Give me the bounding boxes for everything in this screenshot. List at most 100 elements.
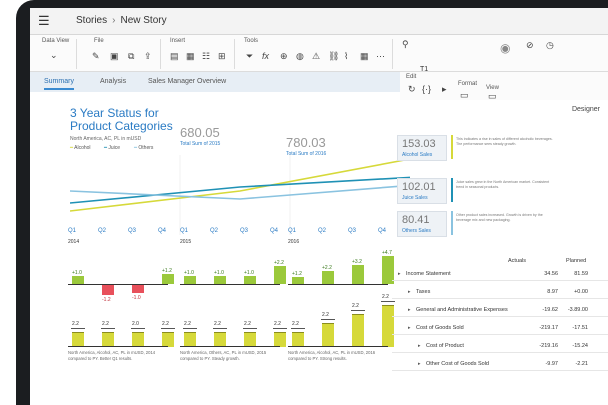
actual-bar: [292, 332, 304, 347]
chart-insert-icon[interactable]: ▤: [170, 51, 179, 61]
expand-triangle-icon[interactable]: ▸: [418, 361, 421, 367]
chevron-down-icon[interactable]: ⌄: [50, 50, 58, 60]
table-row[interactable]: ▸ Other Cost of Goods Sold -9.97 -2.21: [392, 358, 608, 371]
actual-value: 2.2: [184, 321, 191, 327]
variance-bar: [244, 276, 256, 284]
data-view-label[interactable]: Data View: [42, 38, 70, 44]
divider: [392, 39, 393, 69]
notification-icon[interactable]: ⊘: [526, 40, 534, 50]
tab-sales-manager-overview[interactable]: Sales Manager Overview: [148, 78, 227, 85]
more-tools-icon[interactable]: ⋯: [376, 51, 385, 61]
kpi-juice-sales[interactable]: 102.01 Juice Sales: [397, 178, 447, 204]
row-label: Income Statement: [406, 271, 451, 277]
share-icon[interactable]: ⇪: [144, 51, 152, 61]
actual-bar: [214, 332, 226, 347]
prior-year-marker: [213, 328, 227, 329]
quarter-label: Q1: [180, 228, 189, 234]
table-row[interactable]: ▸ Cost of Product -219.16 -15.24: [392, 340, 608, 353]
divider: [76, 39, 77, 69]
kpi-accent-bar: [451, 178, 453, 202]
variance-panel[interactable]: Q1 Q2 Q3 Q4 2014 +1.0 -1.2 -1.0 +1.2 2.2 2.2 2.0 2.2…: [68, 228, 175, 368]
row-actual: -219.17: [539, 325, 558, 331]
insert-group-label: Insert: [170, 38, 186, 44]
chart-line-icon[interactable]: ⌇: [344, 51, 349, 61]
designer-mode-label[interactable]: Designer: [571, 106, 600, 113]
grid-icon[interactable]: ▦: [360, 51, 369, 61]
tab-summary[interactable]: Summary: [44, 78, 74, 90]
variance-bar: [72, 276, 84, 284]
view-icon[interactable]: ▭: [488, 91, 497, 101]
actual-bar: [352, 314, 364, 347]
row-actual: -19.62: [542, 307, 558, 313]
search-icon[interactable]: ⚲: [402, 39, 409, 49]
series-line-others: [70, 184, 411, 200]
table-row[interactable]: ▸ Taxes 8.97 +0.00: [392, 286, 608, 299]
story-canvas: 3 Year Status for Product Categories Nor…: [30, 93, 608, 405]
variance-panel[interactable]: Q1 Q2 Q3 Q4 2015 +1.0 +1.0 +1.0 +2.2 2.2 2.2 2.2 2.2…: [180, 228, 287, 368]
total-2016-value: 780.03: [286, 135, 326, 150]
variance-value: +1.2: [162, 268, 172, 275]
hamburger-menu-icon[interactable]: ☰: [38, 13, 50, 28]
variance-value: +2.2: [274, 260, 284, 267]
formula-icon[interactable]: fx: [262, 51, 270, 61]
total-2015-value: 680.05: [180, 125, 220, 140]
tab-analysis[interactable]: Analysis: [100, 78, 127, 85]
quarter-label: Q2: [98, 228, 107, 234]
row-planned: -2.21: [575, 361, 588, 367]
variance-bar: [184, 276, 196, 284]
row-actual: -219.16: [539, 343, 558, 349]
kpi-others-sales[interactable]: 80.41 Others Sales: [397, 211, 447, 237]
variance-panel[interactable]: Q1 Q2 Q3 Q4 2016 +1.2 +2.2 +3.2 +4.7 2.2 2.2 2.2 2.2…: [288, 228, 395, 368]
copy-icon[interactable]: ⧉: [128, 51, 135, 61]
prior-year-marker: [381, 301, 395, 302]
actual-value: 2.2: [382, 294, 389, 300]
quarter-label: Q4: [158, 228, 167, 234]
expand-triangle-icon[interactable]: ▸: [408, 307, 411, 313]
variance-value: +2.2: [322, 264, 332, 271]
triangle-icon[interactable]: ⚠: [312, 51, 321, 61]
play-icon[interactable]: ▸: [442, 84, 447, 94]
text-insert-icon[interactable]: ⊞: [218, 51, 226, 61]
prior-year-marker: [131, 328, 145, 329]
expand-triangle-icon[interactable]: ▸: [398, 271, 401, 277]
table-row[interactable]: ▸ Income Statement 34.56 81.59: [392, 268, 608, 281]
link-icon[interactable]: ⛓: [328, 51, 340, 61]
legend-label: Alcohol: [74, 145, 91, 151]
table-insert-icon[interactable]: ▦: [186, 51, 195, 61]
row-label: Cost of Product: [426, 343, 464, 349]
calculation-icon[interactable]: ⊕: [280, 51, 288, 61]
conditional-format-icon[interactable]: ◍: [296, 51, 304, 61]
actual-bar: [382, 305, 394, 347]
kpi-alcohol-sales[interactable]: 153.03 Alcohol Sales: [397, 135, 447, 161]
variance-value: +1.0: [214, 270, 224, 276]
expand-triangle-icon[interactable]: ▸: [408, 289, 411, 295]
kpi-label: Juice Sales: [402, 195, 428, 201]
kpi-commentary: Other product sales increased. Growth is…: [456, 213, 543, 222]
prior-year-marker: [273, 328, 287, 329]
table-row[interactable]: ▸ General and Administrative Expenses -19.…: [392, 304, 608, 317]
variance-bar: [274, 266, 286, 284]
variance-value: +3.2: [352, 258, 362, 265]
filter-insert-icon[interactable]: ☷: [202, 51, 211, 61]
expand-triangle-icon[interactable]: ▸: [418, 343, 421, 349]
refresh-icon[interactable]: ↻: [408, 84, 416, 94]
style-icon[interactable]: ▭: [460, 90, 469, 100]
format-group-label: Format: [458, 81, 478, 87]
edit-pencil-icon[interactable]: ✎: [92, 51, 100, 61]
panel-footnote: North America, Alcohol, AC, PL in mUSD, …: [68, 350, 156, 361]
code-icon[interactable]: {·}: [422, 84, 432, 94]
breadcrumb-stories[interactable]: Stories: [76, 15, 108, 26]
search-value[interactable]: T1: [420, 66, 429, 73]
filter-icon[interactable]: ⏷: [246, 51, 254, 61]
row-actual: 8.97: [547, 289, 558, 295]
save-icon[interactable]: ▣: [110, 51, 119, 61]
table-row[interactable]: ▸ Cost of Goods Sold -219.17 -17.51: [392, 322, 608, 335]
clock-icon[interactable]: ◷: [546, 40, 554, 50]
actual-value: 2.2: [214, 321, 221, 327]
overview-subtitle: North America, AC, PL in mUSD: [70, 136, 142, 142]
actual-bar: [184, 332, 196, 347]
expand-triangle-icon[interactable]: ▸: [408, 325, 411, 331]
avatar[interactable]: ◉: [500, 41, 511, 55]
col-actuals: Actuals: [508, 258, 527, 264]
